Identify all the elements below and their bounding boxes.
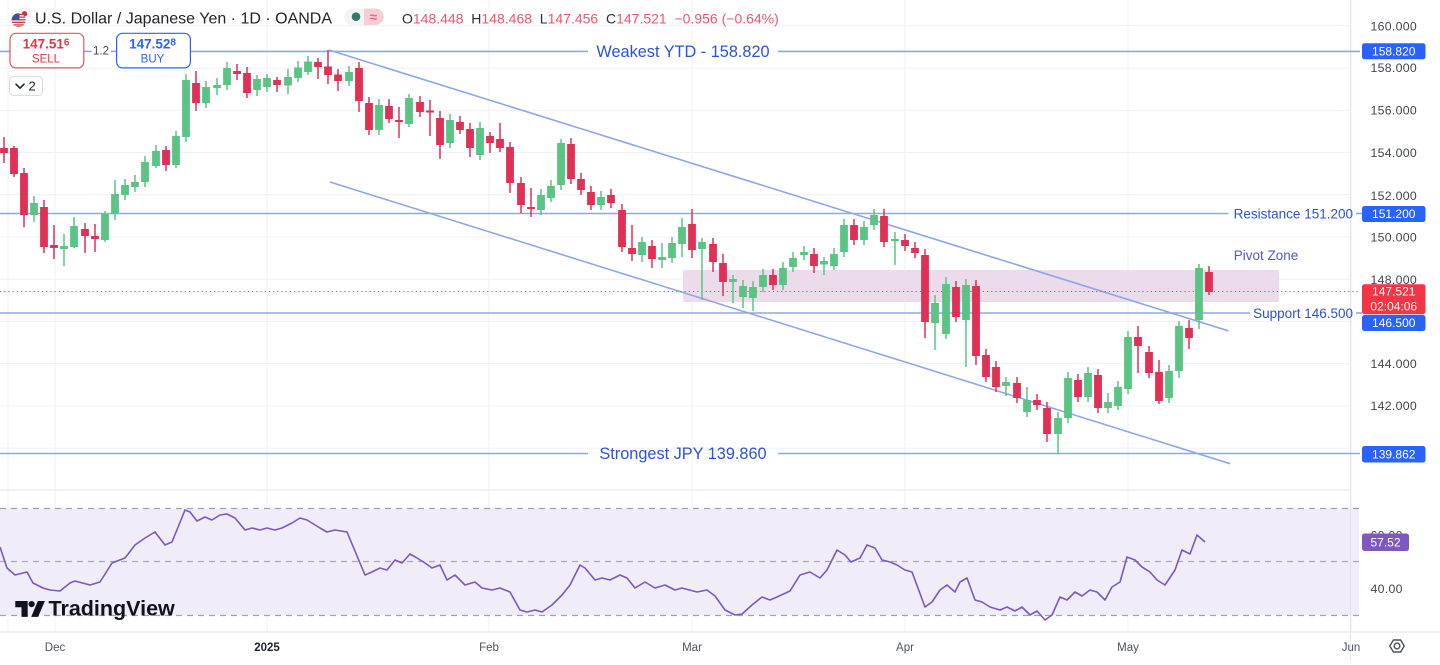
svg-text:BUY: BUY: [141, 54, 165, 66]
svg-text:139.862: 139.862: [1372, 447, 1416, 461]
svg-text:Jun: Jun: [1342, 642, 1361, 654]
svg-text:SELL: SELL: [32, 54, 61, 66]
svg-text:148.000: 148.000: [1371, 273, 1418, 287]
svg-text:TradingView: TradingView: [49, 597, 176, 621]
svg-text:151.200: 151.200: [1372, 207, 1416, 221]
svg-text:Dec: Dec: [45, 642, 66, 654]
svg-text:Resistance 151.200: Resistance 151.200: [1234, 207, 1353, 222]
svg-text:142.000: 142.000: [1371, 399, 1418, 413]
svg-text:Strongest JPY 139.860: Strongest JPY 139.860: [599, 445, 766, 463]
svg-text:146.500: 146.500: [1372, 316, 1416, 330]
svg-text:Apr: Apr: [896, 642, 914, 654]
svg-text:152.000: 152.000: [1371, 189, 1418, 203]
svg-text:Weakest YTD - 158.820: Weakest YTD - 158.820: [596, 43, 769, 61]
svg-text:144.000: 144.000: [1371, 357, 1418, 371]
svg-text:Support 146.500: Support 146.500: [1253, 306, 1353, 321]
svg-text:150.000: 150.000: [1371, 231, 1418, 245]
svg-text:2: 2: [29, 79, 36, 94]
svg-text:U.S. Dollar / Japanese Yen · 1: U.S. Dollar / Japanese Yen · 1D · OANDA: [35, 11, 332, 28]
svg-text:40.00: 40.00: [1371, 582, 1403, 596]
svg-text:O148.448 H148.468 L147.456: O148.448 H148.468 L147.456 C147.521 −0.9…: [402, 11, 779, 27]
svg-text:Mar: Mar: [682, 642, 702, 654]
svg-text:158.820: 158.820: [1372, 45, 1416, 59]
svg-text:57.52: 57.52: [1370, 536, 1400, 550]
svg-text:147.516: 147.516: [23, 37, 70, 52]
svg-text:156.000: 156.000: [1371, 104, 1418, 118]
svg-text:160.000: 160.000: [1371, 20, 1418, 34]
svg-text:158.000: 158.000: [1371, 61, 1418, 75]
svg-text:147.521: 147.521: [1372, 285, 1416, 299]
svg-text:Pivot Zone: Pivot Zone: [1234, 248, 1299, 263]
svg-text:154.000: 154.000: [1371, 146, 1418, 160]
svg-text:≈: ≈: [370, 10, 378, 25]
svg-text:147.528: 147.528: [129, 37, 176, 52]
svg-text:1.2: 1.2: [93, 46, 109, 58]
svg-text:02:04:06: 02:04:06: [1370, 300, 1417, 314]
svg-text:Feb: Feb: [479, 642, 499, 654]
svg-text:2025: 2025: [254, 642, 280, 654]
svg-text:May: May: [1117, 642, 1139, 654]
